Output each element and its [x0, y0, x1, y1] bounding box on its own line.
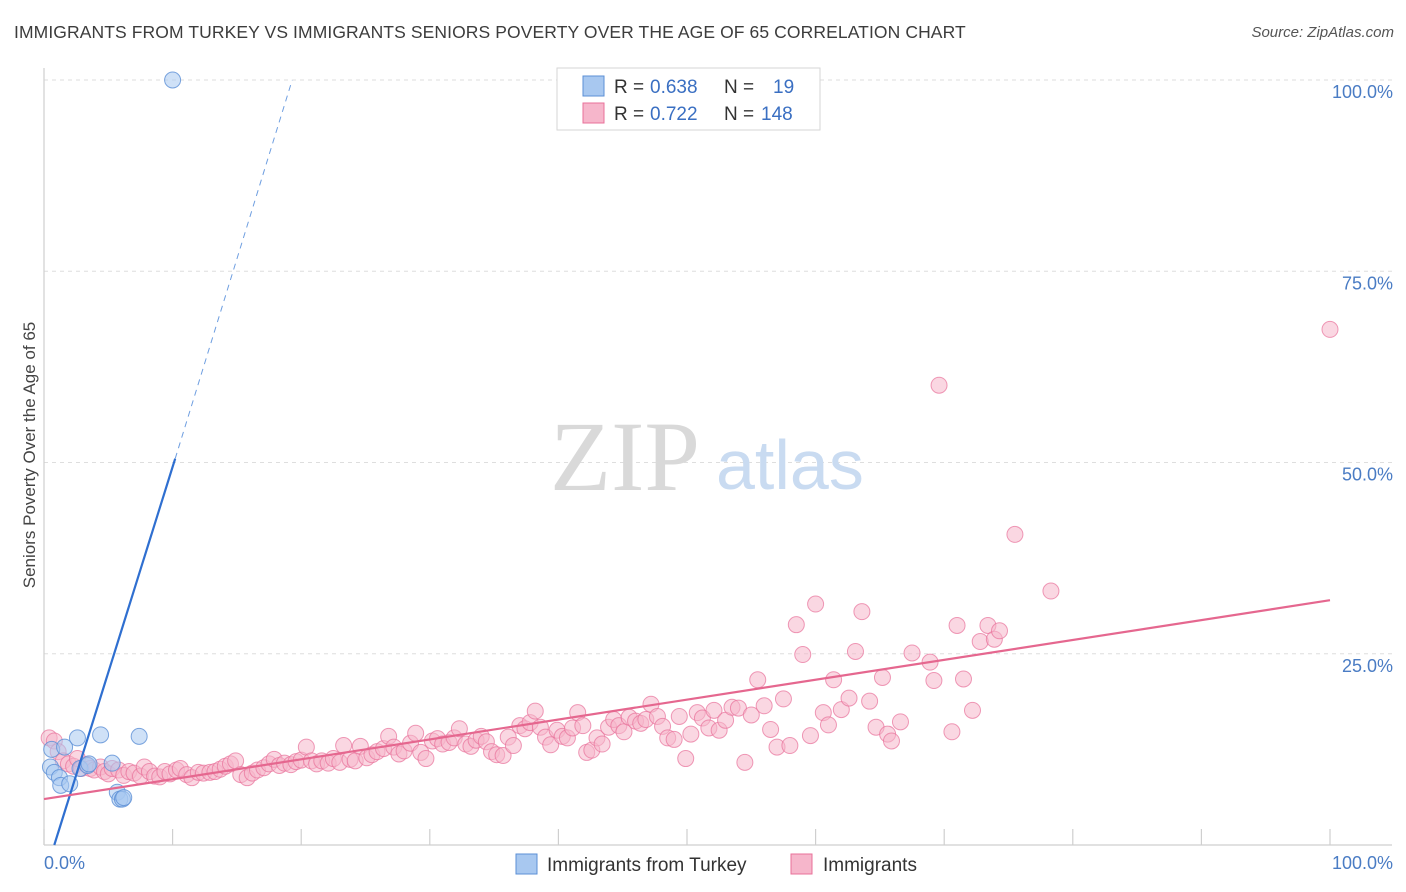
data-point-turkey: [80, 755, 98, 773]
data-point-immigrants: [504, 737, 522, 755]
data-point-immigrants: [1321, 320, 1339, 338]
data-point-immigrants: [762, 720, 780, 738]
bottom-legend-label-immigrants: Immigrants: [823, 855, 917, 876]
data-point-immigrants: [542, 736, 560, 754]
trend-lines: [43, 79, 1331, 846]
data-point-turkey: [68, 729, 86, 747]
data-point-immigrants: [417, 750, 435, 768]
data-point-immigrants: [963, 701, 981, 719]
data-point-immigrants: [665, 730, 683, 748]
data-point-immigrants: [846, 642, 864, 660]
data-point-immigrants: [742, 706, 760, 724]
legend-n-value-2: 148: [761, 104, 793, 125]
data-point-immigrants: [825, 671, 843, 689]
data-point-immigrants: [801, 727, 819, 745]
legend-swatch-immigrants: [582, 102, 605, 124]
data-point-immigrants: [925, 672, 943, 690]
data-point-turkey: [92, 726, 110, 744]
series-immigrants: [40, 320, 1339, 787]
legend-n-label-1: N =: [724, 77, 754, 98]
data-point-turkey: [56, 738, 74, 756]
data-point-immigrants: [853, 603, 871, 621]
x-tick-label-0: 0.0%: [44, 853, 85, 873]
y-axis-label: Seniors Poverty Over the Age of 65: [20, 322, 39, 588]
y-tick-label-100: 100.0%: [1332, 82, 1393, 102]
data-point-immigrants: [450, 720, 468, 738]
trend-line-turkey: [53, 458, 177, 846]
legend-n-label-2: N =: [724, 104, 754, 125]
data-point-immigrants: [574, 717, 592, 735]
legend-r-value-1: 0.638: [650, 77, 698, 98]
series-immigrants-from-turkey: [41, 71, 182, 808]
bottom-legend: Immigrants from Turkey Immigrants: [515, 853, 917, 876]
data-point-immigrants: [682, 725, 700, 743]
data-point-immigrants: [948, 616, 966, 634]
source-credit: Source: ZipAtlas.com: [1251, 24, 1394, 41]
data-point-immigrants: [593, 735, 611, 753]
y-tick-label-25: 25.0%: [1342, 656, 1393, 676]
data-point-immigrants: [407, 724, 425, 742]
data-point-immigrants: [954, 670, 972, 688]
data-point-immigrants: [526, 702, 544, 720]
bottom-legend-label-turkey: Immigrants from Turkey: [547, 855, 747, 876]
axes: [43, 68, 1392, 846]
data-point-immigrants: [736, 753, 754, 771]
data-point-immigrants: [1006, 525, 1024, 543]
legend-r-label-2: R =: [614, 104, 644, 125]
legend-n-value-1: 19: [773, 77, 794, 98]
legend-swatch-turkey: [582, 75, 605, 97]
trend-line-immigrants: [43, 599, 1331, 801]
x-tick-label-100: 100.0%: [1332, 853, 1393, 873]
data-point-immigrants: [670, 707, 688, 725]
data-point-turkey: [130, 727, 148, 745]
data-point-immigrants: [840, 689, 858, 707]
gridlines: [44, 79, 1392, 655]
data-point-immigrants: [807, 595, 825, 613]
watermark-atlas: atlas: [716, 426, 864, 504]
trend-line-turkey-extension: [174, 79, 293, 459]
data-point-turkey: [164, 71, 182, 89]
data-point-immigrants: [903, 644, 921, 662]
chart-title: IMMIGRANTS FROM TURKEY VS IMMIGRANTS SEN…: [14, 22, 966, 42]
y-tick-labels: 25.0% 50.0% 75.0% 100.0%: [1332, 82, 1393, 676]
data-point-immigrants: [990, 622, 1008, 640]
legend-box: R = 0.638 N = 19 R = 0.722 N = 148: [556, 67, 821, 131]
y-tick-label-75: 75.0%: [1342, 273, 1393, 293]
bottom-legend-swatch-immigrants: [790, 853, 813, 875]
data-point-turkey: [103, 754, 121, 772]
data-point-immigrants: [971, 633, 989, 651]
data-point-immigrants: [930, 376, 948, 394]
data-point-immigrants: [891, 713, 909, 731]
data-point-immigrants: [882, 732, 900, 750]
data-point-immigrants: [749, 671, 767, 689]
legend-r-value-2: 0.722: [650, 104, 698, 125]
data-point-immigrants: [787, 616, 805, 634]
data-point-immigrants: [794, 646, 812, 664]
data-point-turkey: [115, 789, 133, 807]
data-point-immigrants: [781, 737, 799, 755]
data-point-immigrants: [494, 746, 512, 764]
data-point-immigrants: [1042, 582, 1060, 600]
data-point-immigrants: [705, 701, 723, 719]
data-point-immigrants: [774, 690, 792, 708]
data-point-immigrants: [819, 716, 837, 734]
bottom-legend-swatch-turkey: [515, 853, 538, 875]
legend-r-label-1: R =: [614, 77, 644, 98]
y-tick-label-50: 50.0%: [1342, 465, 1393, 485]
data-point-immigrants: [943, 723, 961, 741]
x-tick-labels: 0.0% 100.0%: [44, 853, 1393, 873]
data-point-immigrants: [755, 697, 773, 715]
data-point-immigrants: [677, 750, 695, 768]
watermark-zip: ZIP: [550, 401, 700, 512]
data-point-immigrants: [873, 668, 891, 686]
data-point-immigrants: [861, 692, 879, 710]
